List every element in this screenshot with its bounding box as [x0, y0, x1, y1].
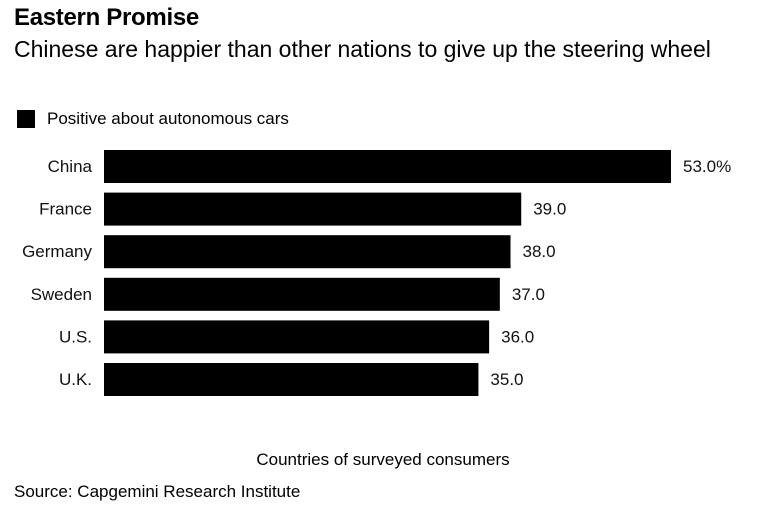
value-label: 39.0	[533, 200, 566, 219]
bar	[104, 192, 522, 226]
category-label: U.K.	[59, 370, 92, 389]
bar	[104, 277, 500, 311]
bar	[104, 150, 671, 183]
value-label: 35.0	[490, 370, 523, 389]
category-label: U.S.	[59, 327, 92, 346]
chart-title: Eastern Promise	[14, 4, 199, 31]
value-label: 36.0	[501, 327, 534, 346]
axis-title: Countries of surveyed consumers	[256, 450, 510, 469]
category-label: France	[39, 200, 92, 219]
value-label: 53.0%	[683, 157, 731, 176]
bar-chart: China 53.0% France 39.0 Germany 38.0 Sweden 37.…	[22, 150, 731, 396]
value-label: 38.0	[523, 242, 556, 261]
category-label: Germany	[22, 242, 92, 261]
bar	[104, 235, 511, 269]
source-note: Source: Capgemini Research Institute	[14, 482, 301, 501]
value-label: 37.0	[512, 285, 545, 304]
legend-label: Positive about autonomous cars	[47, 109, 289, 128]
category-label: China	[48, 157, 93, 176]
chart-subtitle: Chinese are happier than other nations t…	[14, 36, 711, 62]
bar	[104, 363, 479, 396]
legend-swatch	[17, 110, 35, 128]
legend: Positive about autonomous cars	[17, 108, 289, 130]
bar	[104, 320, 490, 354]
category-label: Sweden	[31, 285, 92, 304]
